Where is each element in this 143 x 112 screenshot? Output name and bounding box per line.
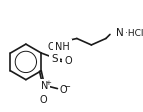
Text: ·HCl: ·HCl — [125, 28, 143, 37]
Text: NH: NH — [55, 41, 70, 51]
Text: +: + — [45, 79, 51, 85]
Text: NH₂: NH₂ — [116, 28, 135, 38]
Text: −: − — [63, 81, 70, 90]
Text: O: O — [60, 84, 67, 94]
Text: O: O — [47, 41, 55, 51]
Text: S: S — [51, 53, 57, 63]
Text: O: O — [64, 56, 72, 66]
Text: N: N — [41, 81, 48, 90]
Text: O: O — [39, 94, 47, 104]
